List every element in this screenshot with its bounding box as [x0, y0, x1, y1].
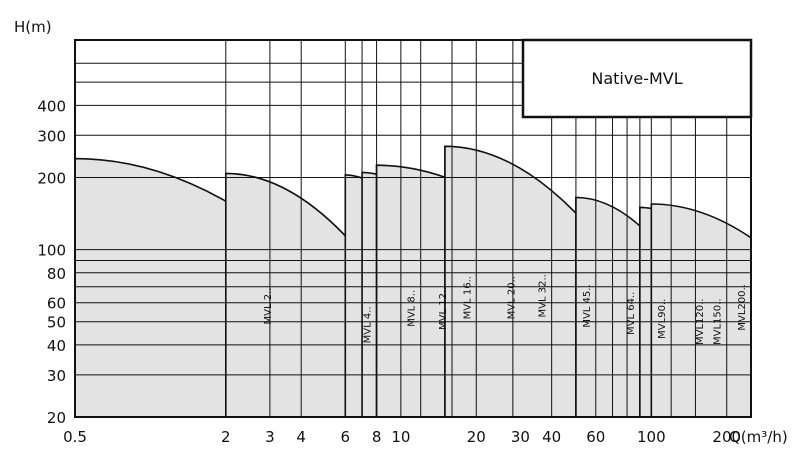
y-tick-label: 300 — [37, 127, 66, 145]
x-tick-label: 100 — [637, 428, 666, 446]
brand-box-frame — [521, 38, 753, 119]
series-label-MVL 16..: MVL 16.. — [462, 276, 473, 319]
y-tick-label: 30 — [47, 367, 66, 385]
series-label-MVL120..: MVL120.. — [695, 299, 706, 345]
brand-text: Native-MVL — [591, 69, 682, 88]
x-tick-label: 10 — [391, 428, 410, 446]
y-tick-label: 200 — [37, 169, 66, 187]
tick-labels: 0.5 2 3 4 6 8 10 20 30 40 60 100 2002030405060801002… — [37, 97, 741, 446]
x-tick-label: 3 — [265, 428, 275, 446]
x-tick-label: 8 — [372, 428, 382, 446]
brand-box: Native-MVL — [521, 38, 753, 119]
y-tick-label: 80 — [47, 265, 66, 283]
y-tick-label: 400 — [37, 97, 66, 115]
series-label-MVL 45..: MVL 45.. — [582, 284, 593, 327]
series-label-MVL 32..: MVL 32.. — [538, 274, 549, 317]
x-tick-label: 2 — [221, 428, 231, 446]
y-axis-label: H(m) — [14, 18, 52, 36]
series-label-MVL 64..: MVL 64.. — [626, 292, 637, 335]
series-label-MVL150..: MVL150.. — [713, 299, 724, 345]
series-label-MVL200..: MVL200.. — [737, 284, 748, 330]
series-label-MVL 20..: MVL 20.. — [506, 276, 517, 319]
plot-border — [74, 39, 752, 418]
y-tick-label: 100 — [37, 242, 66, 260]
y-tick-label: 50 — [47, 314, 66, 332]
series-label-MVL 2..: MVL 2.. — [263, 288, 274, 325]
x-axis-label: Q(m³/h) — [729, 428, 788, 446]
x-tick-label: 6 — [341, 428, 351, 446]
x-tick-label: 30 — [511, 428, 530, 446]
x-tick-label: 4 — [296, 428, 306, 446]
y-tick-label: 40 — [47, 337, 66, 355]
y-tick-label: 20 — [47, 409, 66, 427]
x-tick-label: 20 — [467, 428, 486, 446]
x-tick-label: 200 — [712, 428, 741, 446]
series-label-MVL90..: MVL90.. — [657, 299, 668, 339]
series-labels: MVL 2.. MVL 4.. MVL 8.. MVL 12.. MVL 16.. MVL… — [263, 274, 748, 345]
series-label-MVL 12..: MVL 12.. — [438, 287, 449, 330]
plot-frame — [74, 39, 752, 418]
y-tick-label: 60 — [47, 295, 66, 313]
series-label-MVL 8..: MVL 8.. — [407, 290, 418, 327]
series-label-MVL 4..: MVL 4.. — [363, 306, 374, 343]
x-tick-label: 60 — [586, 428, 605, 446]
curve-fills — [74, 145, 752, 418]
x-tick-label: 0.5 — [63, 428, 87, 446]
x-tick-label: 40 — [542, 428, 561, 446]
